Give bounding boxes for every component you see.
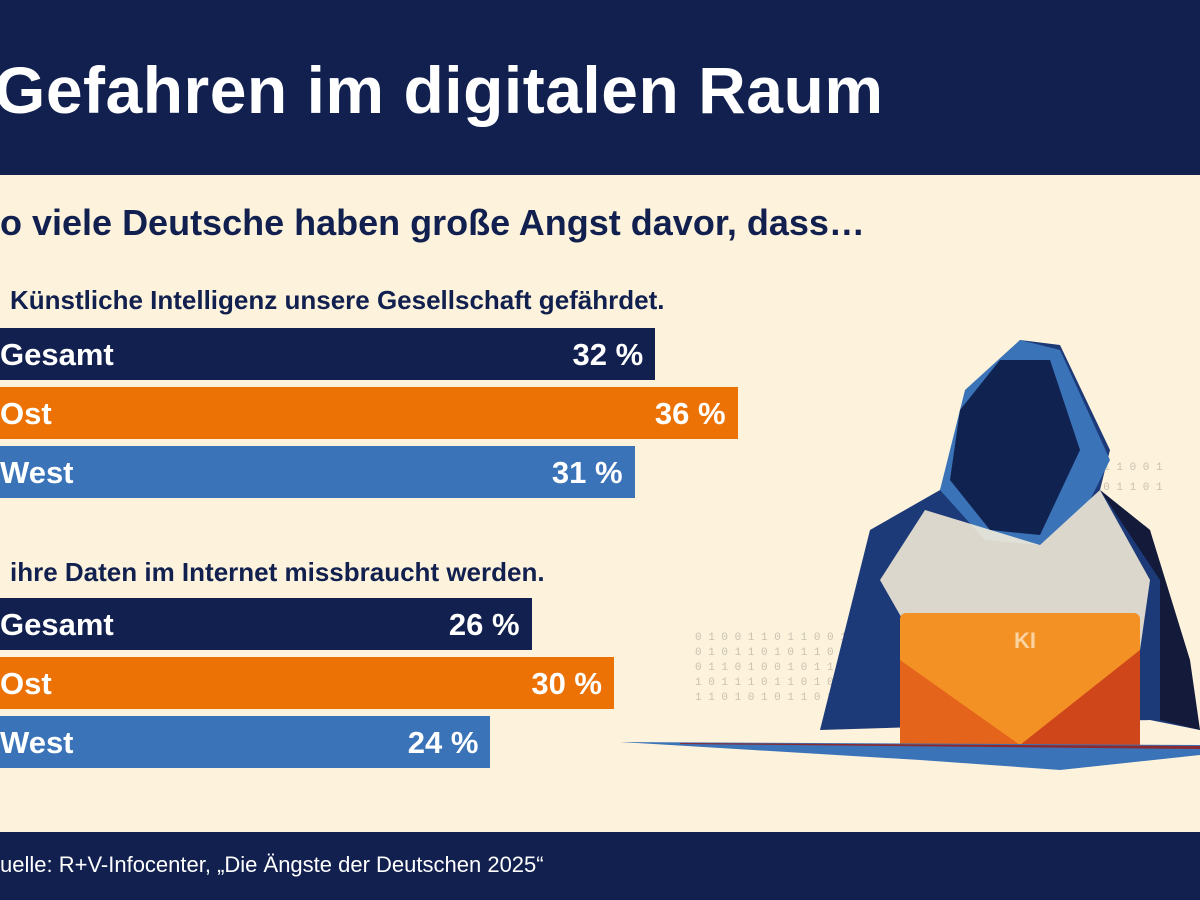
shirt-gap: [880, 490, 1150, 650]
svg-text:1 0 1 1 0 1: 1 0 1 1 0 1: [1090, 482, 1163, 494]
header-band: Gefahren im digitalen Raum: [0, 0, 1200, 175]
source-note: uelle: R+V-Infocenter, „Die Ängste der D…: [0, 852, 544, 877]
bar-ost: Ost 36 %: [0, 387, 738, 439]
desk: [620, 742, 1200, 770]
svg-text:1 1 0 1 0 1 0 1 1 0 1 1: 1 1 0 1 0 1 0 1 1 0 1 1: [695, 692, 847, 704]
svg-text:0 1 0 1 1 0 1 0 1 1 0 1: 0 1 0 1 1 0 1 0 1 1 0 1: [695, 647, 847, 659]
bar-value-label: 31 %: [551, 455, 623, 490]
bar-west: West 31 %: [0, 446, 635, 498]
bar-ost: Ost 30 %: [0, 657, 614, 709]
svg-text:0 1 0 0 1 1 0 1 1 0 0 1: 0 1 0 0 1 1 0 1 1 0 0 1: [695, 632, 847, 644]
page-title: Gefahren im digitalen Raum: [0, 53, 884, 127]
bar-west: West 24 %: [0, 716, 491, 768]
chart-subtitle: o viele Deutsche haben große Angst davor…: [0, 202, 865, 243]
laptop-shade-right: [1020, 650, 1140, 745]
desk-edge: [680, 743, 1200, 749]
hacker-illustration: 0 1 0 0 1 1 0 1 1 0 0 1 0 1 0 1 1 0 1 0 …: [620, 340, 1200, 770]
bar-category-label: Ost: [0, 666, 52, 701]
group-label-daten: ihre Daten im Internet missbraucht werde…: [10, 557, 545, 587]
bar-value-label: 32 %: [572, 337, 644, 372]
bar-category-label: Gesamt: [0, 337, 114, 372]
bar-category-label: Ost: [0, 396, 52, 431]
bar-gesamt: Gesamt 26 %: [0, 598, 532, 650]
bar-value-label: 24 %: [407, 725, 479, 760]
bar-category-label: West: [0, 725, 74, 760]
bar-value-label: 36 %: [654, 396, 726, 431]
footer-band: uelle: R+V-Infocenter, „Die Ängste der D…: [0, 832, 1200, 900]
bar-value-label: 30 %: [531, 666, 602, 701]
laptop-shade-left: [900, 660, 1020, 745]
hoodie-shadow: [1100, 490, 1200, 730]
svg-text:0 1 1 0 1 0 0 1 0 1 1 0: 0 1 1 0 1 0 0 1 0 1 1 0: [695, 662, 847, 674]
bar-gesamt: Gesamt 32 %: [0, 328, 656, 380]
bar-value-label: 26 %: [448, 607, 520, 642]
bar-category-label: West: [0, 455, 74, 490]
bar-category-label: Gesamt: [0, 607, 114, 642]
svg-text:0 1 1 0 0 1: 0 1 1 0 0 1: [1090, 462, 1163, 474]
hood-face: [950, 360, 1080, 535]
svg-text:1 0 1 1 1 0 1 1 0 1 0 0: 1 0 1 1 1 0 1 1 0 1 0 0: [695, 677, 847, 689]
laptop-label: KI: [1014, 628, 1036, 653]
group-label-ki: Künstliche Intelligenz unsere Gesellscha…: [10, 285, 665, 315]
